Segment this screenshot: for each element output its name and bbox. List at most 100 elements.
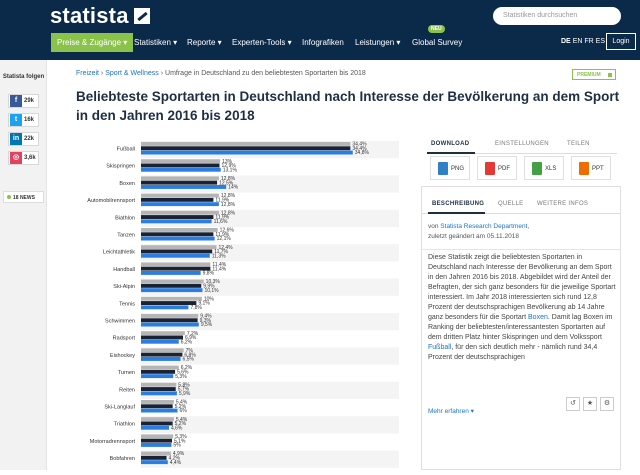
favorite-star-icon[interactable]: ★ [583,397,597,411]
data-label: 11,3% [212,253,226,259]
panel-active-tab-indicator [428,212,485,214]
instagram-count: 3,6k [24,155,36,161]
category-label: Automobilrennsport [87,198,135,204]
tab-quelle[interactable]: QUELLE [498,201,524,207]
nav-global-survey[interactable]: Global Survey [412,38,463,47]
tab-download[interactable]: DOWNLOAD [431,141,470,147]
category-label: Skispringen [106,164,135,170]
instagram-follow-button[interactable]: ◎ 3,6k [8,151,39,165]
bar [141,180,218,185]
settings-gear-icon[interactable]: ⚙ [600,397,614,411]
bar [141,382,177,387]
source-link[interactable]: Statista Research Department [440,223,528,230]
panel-tabs-divider [422,213,620,214]
lang-en[interactable]: EN [572,38,583,45]
boxen-link[interactable]: Boxen [528,314,548,321]
source-suffix: , [527,223,530,230]
nav-statistiken[interactable]: Statistiken ▾ [134,38,178,47]
lang-de[interactable]: DE [561,38,571,45]
bar [141,163,220,168]
pricing-menu-button[interactable]: Preise & Zugänge ▾ [51,33,134,52]
breadcrumb-sport-wellness[interactable]: Sport & Wellness [105,70,159,77]
news-button[interactable]: 18 NEWS [3,191,44,203]
category-label: Biathlon [115,215,135,221]
facebook-icon: f [10,95,22,107]
data-label: 6,8% [184,352,196,358]
download-ppt-button[interactable]: PPT [571,156,611,180]
fussball-link[interactable]: Fußball [428,344,452,351]
data-label: 5,6% [177,370,189,376]
nav-experten-tools[interactable]: Experten-Tools ▾ [232,38,292,47]
data-label: 12,9% [222,163,237,169]
chart-row-band [141,313,399,331]
bar [141,365,179,370]
bar [141,339,179,344]
bar [141,451,171,456]
data-label: 11,4% [212,262,226,268]
data-label: 34,8% [355,150,370,156]
category-label: Motorradrennsport [90,439,136,445]
category-label: Ski-Langlauf [104,405,135,411]
data-label: 14% [228,185,239,191]
linkedin-follow-button[interactable]: in 22k [8,132,39,146]
history-icon[interactable]: ↺ [566,397,580,411]
social-sidebar: Statista folgen f 29k t 16k in 22k ◎ 3,6… [0,60,47,470]
twitter-icon: t [10,114,22,126]
description-part-3: , für den sich deutlich mehr - nämlich r… [428,344,598,361]
tab-einstellungen[interactable]: EINSTELLUNGEN [495,141,549,147]
breadcrumb-freizeit[interactable]: Freizeit [76,70,99,77]
category-label: Fußball [117,147,135,153]
search-input[interactable]: Statistiken durchsuchen [493,7,621,25]
download-tabs: DOWNLOAD EINSTELLUNGEN TEILEN [427,141,617,153]
bar [141,404,173,409]
lang-es[interactable]: ES [595,38,606,45]
data-label: 5,8% [178,382,190,388]
nav-reporte[interactable]: Reporte ▾ [187,38,222,47]
bar [141,219,212,224]
description-part-1: Diese Statistik zeigt die beliebtesten S… [428,254,616,321]
tab-weitere-infos[interactable]: WEITERE INFOS [537,201,589,207]
language-switcher: DE EN FR ES [561,38,605,45]
download-pdf-button[interactable]: PDF [477,156,517,180]
bar [141,348,184,353]
nav-leistungen[interactable]: Leistungen ▾ [355,38,401,47]
category-label: Leichtathletik [103,250,135,256]
bar [141,305,189,310]
bar [141,408,178,413]
data-label: 34,4% [352,146,367,152]
data-label: 5,4% [176,417,188,423]
bar [141,266,211,271]
nav-infografiken[interactable]: Infografiken [302,38,344,47]
facebook-follow-button[interactable]: f 29k [8,94,39,108]
bar [141,249,213,254]
read-more-link[interactable]: Mehr erfahren ▾ [428,408,474,415]
bar [141,146,351,151]
lang-fr[interactable]: FR [584,38,594,45]
bar [141,202,219,207]
statista-logo[interactable]: statista [50,3,150,28]
bar [141,425,169,430]
category-label: Boxen [119,181,135,187]
login-button[interactable]: Login [606,33,636,50]
tab-beschreibung[interactable]: BESCHREIBUNG [432,201,485,207]
data-label: 9,3% [200,318,212,324]
data-label: 5,1% [174,438,186,444]
category-label: Ski-Alpin [113,284,135,290]
data-label: 5,3% [175,374,187,380]
data-label: 12,1% [217,236,232,242]
chart-row-band [141,416,399,434]
png-label: PNG [451,166,465,172]
data-label: 5,2% [175,404,187,410]
download-png-button[interactable]: PNG [430,156,470,180]
twitter-follow-button[interactable]: t 16k [8,113,39,127]
download-xls-button[interactable]: XLS [524,156,564,180]
news-dot-icon [7,195,11,199]
tab-teilen[interactable]: TEILEN [567,141,590,147]
bar [141,387,176,391]
bar [141,245,217,250]
category-label: Triathlon [114,422,135,428]
facebook-count: 29k [24,98,35,104]
xls-label: XLS [545,166,557,172]
bar [141,434,174,439]
tabs-divider [427,153,617,154]
